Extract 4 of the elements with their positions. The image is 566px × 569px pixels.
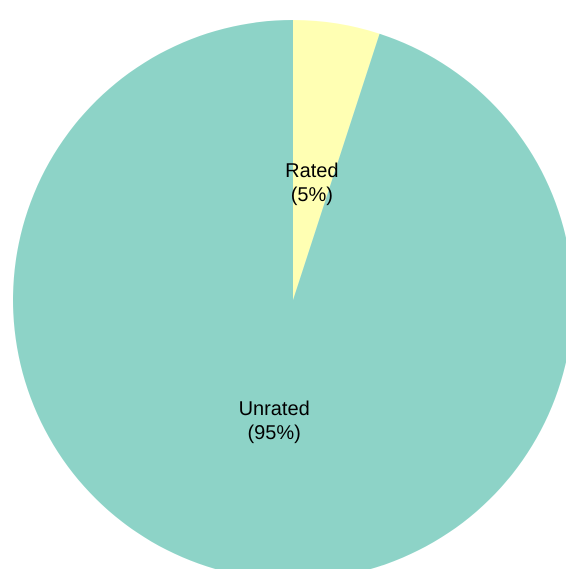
data-label: (95%) bbox=[247, 422, 301, 444]
slice-label: Rated bbox=[285, 160, 339, 182]
slice-label: Unrated bbox=[238, 398, 310, 420]
data-label: (5%) bbox=[290, 184, 333, 206]
